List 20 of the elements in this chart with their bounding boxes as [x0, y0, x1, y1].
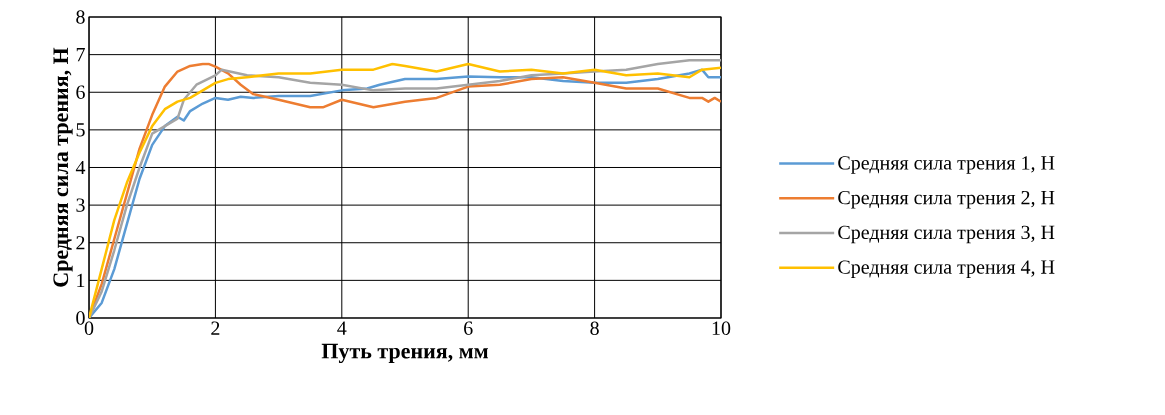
y-tick-label: 5	[76, 123, 85, 137]
x-tick-label: 4	[337, 321, 347, 335]
y-tick-label: 7	[76, 48, 85, 62]
x-tick-label: 2	[211, 321, 220, 335]
y-tick-label: 8	[76, 10, 85, 24]
y-tick-label: 2	[76, 236, 85, 250]
y-tick-label: 1	[77, 273, 85, 287]
y-tick-label: 4	[75, 160, 86, 175]
legend-label: Средняя сила трения 3, Н	[838, 225, 1055, 244]
y-tick-label: 3	[76, 198, 85, 212]
legend-label: Средняя сила трения 4, Н	[838, 260, 1055, 278]
y-tick-label: 6	[76, 85, 85, 99]
x-tick-label: 8	[590, 321, 599, 336]
y-tick-label: 0	[76, 311, 85, 325]
y-axis-title: Средняя сила трения, Н	[53, 47, 73, 287]
x-axis-title: Путь трения, мм	[321, 343, 488, 364]
legend-label: Средняя сила трения 1, Н	[838, 156, 1055, 174]
x-tick-label: 6	[464, 321, 473, 335]
x-tick-label: 10	[712, 321, 731, 336]
legend-label: Средняя сила трения 2, Н	[838, 190, 1055, 209]
